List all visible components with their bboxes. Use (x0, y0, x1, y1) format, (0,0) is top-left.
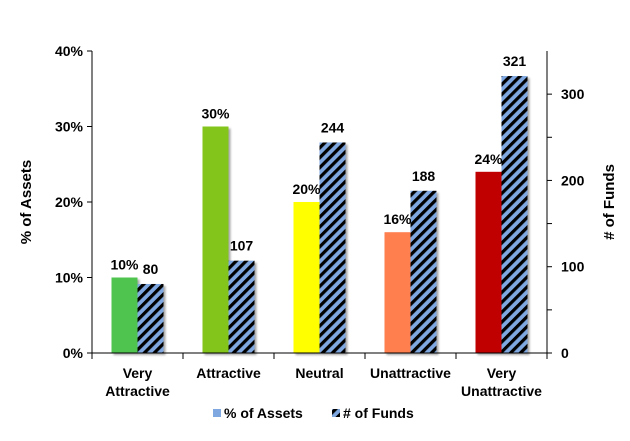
legend-label-assets: % of Assets (224, 405, 303, 421)
funds-data-label: 321 (503, 53, 527, 69)
left-tick-label: 30% (55, 119, 84, 135)
assets-bar (293, 202, 320, 353)
left-tick-label: 0% (63, 345, 84, 361)
assets-data-label: 20% (292, 181, 321, 197)
funds-bar (410, 190, 437, 353)
funds-bar (501, 76, 528, 353)
category-label: Very (123, 365, 153, 381)
assets-data-label: 10% (110, 257, 139, 273)
right-tick-label: 200 (561, 172, 585, 188)
category-label: Unattractive (370, 365, 451, 381)
legend: % of Assets # of Funds (213, 405, 414, 421)
funds-bar (228, 260, 255, 353)
legend-label-funds: # of Funds (343, 405, 414, 421)
right-tick-label: 100 (561, 259, 585, 275)
legend-swatch-funds (332, 409, 340, 417)
y-axis-title: % of Assets (18, 160, 35, 244)
funds-data-label: 188 (412, 168, 436, 184)
assets-bar (384, 232, 411, 353)
left-tick-label: 10% (55, 270, 84, 286)
funds-bar (319, 142, 346, 353)
assets-bar (202, 126, 229, 353)
category-label: Unattractive (461, 383, 542, 399)
assets-bar (111, 277, 138, 353)
category-label: Very (487, 365, 517, 381)
category-label: Neutral (295, 365, 343, 381)
axes: 0% 10% 20% 30% 40% 0 100 200 300 % of Assets # of … (18, 43, 618, 361)
category-label: Attractive (196, 365, 261, 381)
assets-data-label: 24% (474, 151, 503, 167)
left-tick-label: 20% (55, 194, 84, 210)
labels: 10% 80 Very Attractive 30% 107 Attractive 20% 24… (105, 53, 542, 399)
assets-data-label: 30% (201, 106, 230, 122)
left-tick-label: 40% (55, 43, 84, 59)
assets-data-label: 16% (383, 211, 412, 227)
plot-area (111, 76, 528, 353)
y2-axis-title: # of Funds (601, 164, 618, 240)
right-tick-label: 0 (561, 345, 569, 361)
right-tick-label: 300 (561, 86, 585, 102)
funds-data-label: 244 (321, 119, 345, 135)
funds-data-label: 107 (230, 238, 254, 254)
category-label: Attractive (105, 383, 170, 399)
funds-bar (137, 283, 164, 353)
funds-data-label: 80 (143, 261, 159, 277)
legend-swatch-assets (213, 409, 221, 417)
assets-bar (475, 171, 502, 353)
